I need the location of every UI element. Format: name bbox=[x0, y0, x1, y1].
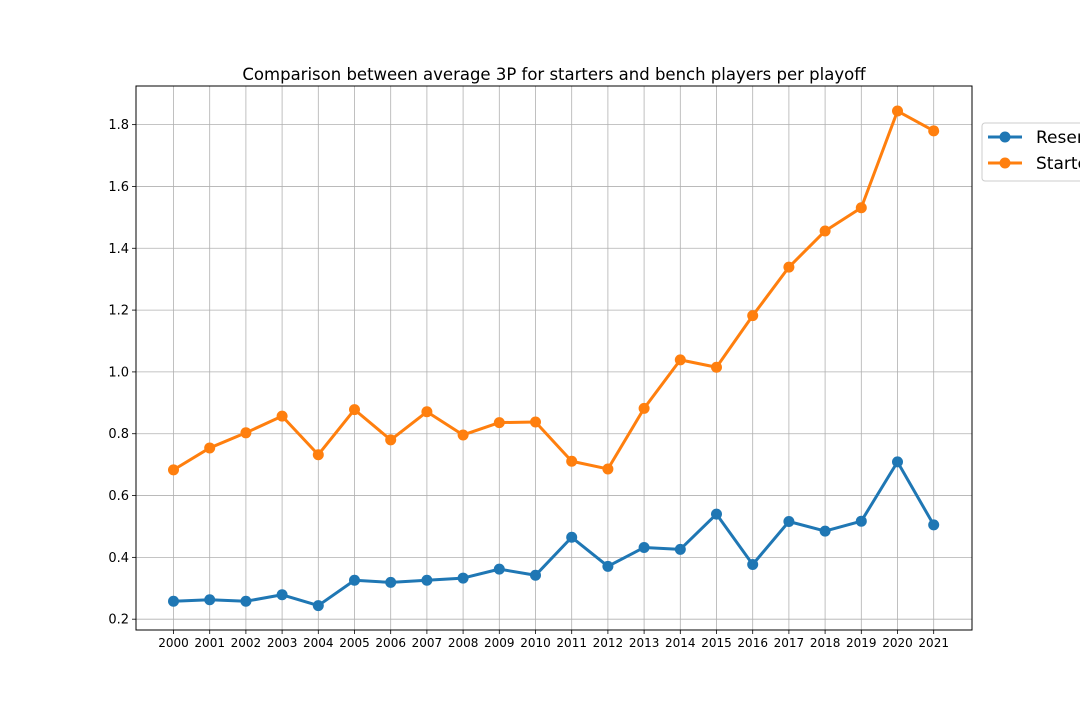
data-point bbox=[783, 261, 795, 273]
legend-marker bbox=[999, 131, 1011, 143]
x-tick-label: 2018 bbox=[810, 636, 841, 650]
data-point bbox=[385, 434, 397, 446]
x-tick-label: 2003 bbox=[267, 636, 298, 650]
data-point bbox=[674, 354, 686, 366]
x-tick-label: 2009 bbox=[484, 636, 515, 650]
data-point bbox=[530, 416, 541, 428]
data-point bbox=[493, 417, 505, 429]
x-tick-label: 2004 bbox=[303, 636, 334, 650]
x-tick-label: 2012 bbox=[593, 636, 624, 650]
data-point bbox=[168, 595, 179, 607]
y-tick-label: 0.6 bbox=[108, 489, 129, 504]
data-point bbox=[783, 516, 795, 528]
y-axis: 0.2 0.4 0.6 0.8 1.0 1.2 1.4 1.6 1.8 bbox=[108, 118, 136, 628]
x-tick-label: 2005 bbox=[339, 636, 370, 650]
data-point bbox=[204, 594, 216, 606]
data-point bbox=[566, 531, 578, 543]
data-point bbox=[240, 595, 252, 607]
data-point bbox=[493, 563, 505, 575]
data-point bbox=[819, 225, 831, 237]
grid bbox=[136, 86, 972, 630]
data-point bbox=[349, 574, 360, 586]
data-point bbox=[349, 404, 360, 416]
data-point bbox=[240, 427, 252, 439]
data-point bbox=[530, 569, 541, 581]
x-tick-label: 2006 bbox=[375, 636, 406, 650]
x-tick-label: 2007 bbox=[412, 636, 443, 650]
x-tick-label: 2016 bbox=[737, 636, 768, 650]
x-tick-label: 2015 bbox=[701, 636, 732, 650]
data-point bbox=[711, 508, 722, 520]
data-point bbox=[312, 449, 324, 461]
x-tick-label: 2014 bbox=[665, 636, 696, 650]
x-tick-label: 2010 bbox=[520, 636, 551, 650]
data-point bbox=[638, 541, 650, 553]
x-tick-label: 2019 bbox=[846, 636, 877, 650]
plot-series bbox=[168, 105, 940, 612]
y-tick-label: 0.4 bbox=[108, 551, 129, 566]
data-point bbox=[638, 402, 650, 414]
data-point bbox=[421, 406, 433, 418]
legend-label: Starters bbox=[1036, 154, 1080, 174]
data-point bbox=[276, 589, 288, 601]
x-tick-label: 2011 bbox=[556, 636, 587, 650]
data-point bbox=[385, 576, 397, 588]
data-point bbox=[566, 455, 578, 467]
data-point bbox=[819, 525, 831, 537]
x-tick-label: 2017 bbox=[774, 636, 805, 650]
data-point bbox=[928, 125, 940, 137]
series-line bbox=[173, 460, 936, 608]
y-tick-label: 1.8 bbox=[108, 118, 129, 133]
y-tick-label: 0.2 bbox=[108, 613, 129, 628]
data-point bbox=[855, 202, 867, 214]
y-tick-label: 1.0 bbox=[108, 365, 129, 380]
data-point bbox=[674, 543, 686, 555]
legend: Reserves Starters bbox=[981, 122, 1080, 182]
y-tick-label: 0.8 bbox=[108, 427, 129, 442]
x-tick-label: 2002 bbox=[231, 636, 262, 650]
data-point bbox=[892, 105, 903, 117]
x-tick-label: 2008 bbox=[448, 636, 479, 650]
x-axis: 2000 2001 2002 2003 2004 2005 2006 2007 2008 2009… bbox=[158, 630, 949, 650]
data-point bbox=[711, 361, 722, 373]
x-tick-label: 2000 bbox=[158, 636, 189, 650]
data-point bbox=[928, 519, 940, 531]
chart-title: Comparison between average 3P for starte… bbox=[242, 65, 866, 84]
data-point bbox=[855, 515, 867, 527]
data-point bbox=[276, 410, 288, 422]
series-line bbox=[172, 109, 935, 472]
x-tick-label: 2013 bbox=[629, 636, 660, 650]
data-point bbox=[602, 560, 614, 572]
data-point bbox=[168, 464, 179, 476]
legend-marker bbox=[999, 157, 1011, 169]
data-point bbox=[457, 429, 469, 441]
data-point bbox=[892, 456, 903, 468]
data-point bbox=[602, 463, 614, 475]
y-tick-label: 1.2 bbox=[108, 304, 129, 319]
y-tick-label: 1.4 bbox=[108, 242, 129, 257]
data-point bbox=[312, 600, 324, 612]
legend-label: Reserves bbox=[1036, 128, 1080, 148]
data-point bbox=[421, 574, 433, 586]
x-tick-label: 2021 bbox=[918, 636, 949, 650]
x-tick-label: 2020 bbox=[882, 636, 913, 650]
data-point bbox=[747, 558, 759, 570]
data-point bbox=[457, 572, 469, 584]
data-point bbox=[747, 310, 759, 322]
data-point bbox=[204, 442, 216, 454]
y-tick-label: 1.6 bbox=[108, 180, 129, 195]
x-tick-label: 2001 bbox=[194, 636, 225, 650]
plot-frame bbox=[135, 85, 973, 631]
